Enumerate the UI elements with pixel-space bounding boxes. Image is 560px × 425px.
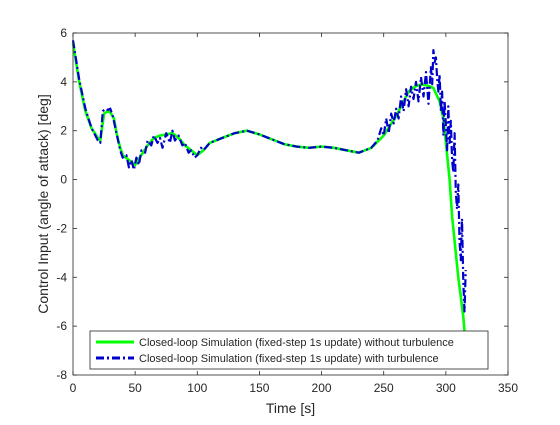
y-tick-label: -2 (56, 221, 67, 235)
y-tick-label: -4 (56, 270, 67, 284)
y-tick-label: -8 (56, 368, 67, 382)
series-layer (71, 40, 467, 335)
x-tick-label: 300 (436, 381, 456, 395)
x-tick-label: 200 (312, 381, 332, 395)
y-tick-label: 6 (60, 26, 67, 40)
x-tick-label: 0 (70, 381, 77, 395)
legend-label-without-turbulence: Closed-loop Simulation (fixed-step 1s up… (139, 337, 454, 349)
x-tick-label: 150 (249, 381, 269, 395)
y-tick-label: 4 (60, 75, 67, 89)
x-tick-label: 100 (187, 381, 207, 395)
x-axis-label: Time [s] (266, 400, 315, 416)
legend-box (89, 330, 489, 370)
plot-box (72, 32, 509, 376)
y-tick-label: -6 (56, 319, 67, 333)
ticks-layer: 0 50 100 150 200 250 300 350 -8 -6 -4 -2 0 2 4 6 (56, 26, 518, 395)
series-line-1 (71, 40, 467, 313)
plot-background (73, 33, 508, 375)
y-tick-label: 0 (60, 173, 67, 187)
y-axis-label: Control Input (angle of attack) [deg] (35, 94, 51, 313)
x-tick-label: 50 (128, 381, 142, 395)
x-tick-label: 250 (374, 381, 394, 395)
x-tick-label: 350 (498, 381, 518, 395)
legend-label-with-turbulence: Closed-loop Simulation (fixed-step 1s up… (139, 353, 439, 365)
legend: Closed-loop Simulation (fixed-step 1s up… (89, 330, 489, 370)
y-tick-label: 2 (60, 124, 67, 138)
